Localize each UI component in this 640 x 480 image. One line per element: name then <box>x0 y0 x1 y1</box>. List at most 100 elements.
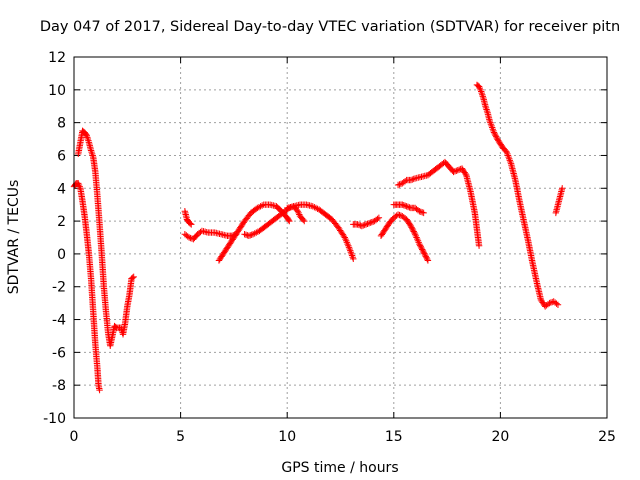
data-point-marker <box>350 255 357 263</box>
data-point-marker <box>419 246 426 253</box>
data-point-marker <box>129 274 136 281</box>
data-point-marker <box>299 216 307 224</box>
data-point-marker <box>361 221 368 229</box>
y-tick-label: 2 <box>57 214 66 230</box>
data-point-marker <box>365 220 373 227</box>
series-arc-1 <box>70 180 103 394</box>
x-tick-label: 10 <box>278 429 296 445</box>
data-point-marker <box>400 202 407 209</box>
data-point-marker <box>453 167 460 174</box>
data-point-marker <box>258 202 266 209</box>
data-point-marker <box>482 104 490 112</box>
y-tick-label: 10 <box>48 83 66 99</box>
series-arc-12 <box>473 81 562 310</box>
data-point-marker <box>188 221 195 228</box>
y-tick-label: 8 <box>57 116 66 132</box>
grid-lines <box>74 57 607 418</box>
y-axis-label: SDTVAR / TECUs <box>6 180 22 295</box>
data-point-marker <box>483 106 490 113</box>
data-point-marker <box>404 203 412 211</box>
axis-ticks: 0 5 10 15 20 25 -10 -8 -6 -4 -2 0 2 4 6 8 10 12 <box>43 50 616 445</box>
data-point-marker <box>130 273 137 281</box>
data-point-marker <box>407 222 415 230</box>
data-point-marker <box>419 247 427 255</box>
data-point-marker <box>479 93 487 100</box>
data-point-marker <box>186 220 194 227</box>
data-point-marker <box>416 240 423 248</box>
data-point-marker <box>406 221 414 228</box>
data-point-marker <box>450 168 457 176</box>
data-point-marker <box>409 225 416 232</box>
y-tick-label: 4 <box>57 181 66 197</box>
data-point-marker <box>399 201 406 208</box>
data-point-marker <box>549 298 556 306</box>
data-point-marker <box>554 301 562 308</box>
data-point-marker <box>491 130 498 138</box>
data-point-marker <box>367 219 374 226</box>
data-point-marker <box>475 242 483 249</box>
data-point-marker <box>559 185 566 192</box>
data-point-marker <box>403 203 410 210</box>
plot-frame <box>73 56 608 419</box>
y-tick-label: 12 <box>48 50 66 66</box>
series-arc-13 <box>552 185 566 217</box>
x-tick-label: 5 <box>176 429 185 445</box>
data-point-marker <box>368 218 375 226</box>
data-point-marker <box>358 222 366 230</box>
x-tick-label: 15 <box>385 429 403 445</box>
data-point-marker <box>96 386 103 394</box>
data-point-marker <box>82 131 90 138</box>
data-point-marker <box>409 176 416 183</box>
data-point-marker <box>462 170 469 178</box>
data-point-marker <box>89 152 96 159</box>
data-point-marker <box>401 202 409 209</box>
y-tick-label: -2 <box>52 280 66 296</box>
y-tick-label: -4 <box>52 313 66 329</box>
y-tick-label: 6 <box>57 148 66 164</box>
series-arc-11 <box>394 158 483 249</box>
data-point-marker <box>247 232 254 239</box>
x-tick-label: 0 <box>70 429 79 445</box>
data-point-marker <box>490 129 498 136</box>
data-point-marker <box>546 299 553 307</box>
data-point-marker <box>482 103 489 110</box>
data-point-marker <box>421 250 428 257</box>
data-point-marker <box>417 208 425 215</box>
y-tick-label: 0 <box>57 247 66 263</box>
x-axis-label: GPS time / hours <box>281 460 398 476</box>
data-point-marker <box>396 181 403 188</box>
data-point-marker <box>492 132 499 139</box>
data-point-marker <box>417 243 425 250</box>
data-point-marker <box>354 221 361 228</box>
data-point-marker <box>394 211 402 218</box>
data-point-marker <box>416 208 423 215</box>
data-point-marker <box>420 209 427 217</box>
x-tick-label: 20 <box>491 429 509 445</box>
y-tick-label: -8 <box>52 378 66 394</box>
data-point-marker <box>362 221 370 228</box>
data-point-marker <box>286 217 293 225</box>
data-point-marker <box>87 147 95 154</box>
data-point-marker <box>493 134 501 142</box>
x-tick-label: 25 <box>598 429 616 445</box>
data-point-marker <box>242 231 250 238</box>
y-tick-label: -10 <box>43 411 66 427</box>
data-point-marker <box>406 204 413 211</box>
data-point-marker <box>420 249 427 256</box>
data-point-marker <box>396 211 403 219</box>
data-point-marker <box>410 175 417 183</box>
data-point-marker <box>424 255 431 263</box>
data-point-marker <box>419 209 426 216</box>
series-arc-10 <box>390 201 427 217</box>
data-point-marker <box>421 251 429 259</box>
series-arc-7 <box>284 201 357 263</box>
data-point-marker <box>411 229 418 237</box>
chart-title: Day 047 of 2017, Sidereal Day-to-day VTE… <box>40 19 620 35</box>
data-point-marker <box>422 253 429 260</box>
data-point-marker <box>416 242 424 249</box>
data-point-marker <box>375 214 383 222</box>
data-point-marker <box>241 231 248 238</box>
series-arc-5 <box>215 201 293 264</box>
data-point-marker <box>88 148 95 156</box>
